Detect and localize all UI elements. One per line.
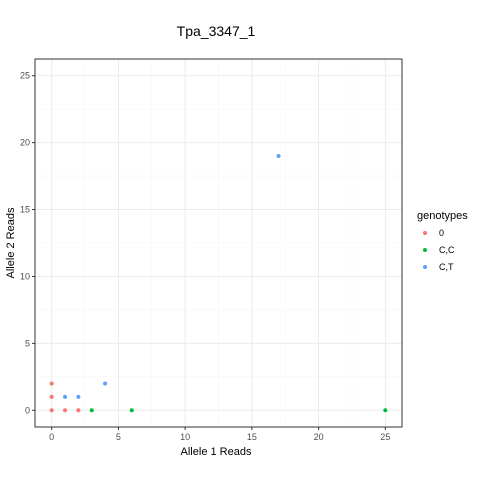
x-tick-label: 25 (380, 432, 390, 442)
legend: genotypes 0 C,C C,T (417, 210, 468, 272)
legend-label: 0 (439, 228, 444, 238)
legend-key (423, 248, 427, 252)
data-point (63, 394, 68, 399)
data-point (89, 408, 94, 413)
chart-title: Tpa_3347_1 (177, 23, 256, 39)
legend-title: genotypes (417, 210, 468, 222)
y-axis-title: Allele 2 Reads (5, 207, 17, 278)
data-point (103, 381, 108, 386)
legend-key (423, 231, 427, 235)
data-point (49, 394, 54, 399)
data-point (276, 154, 281, 159)
legend-key (423, 265, 427, 269)
y-tick-label: 15 (20, 205, 30, 215)
panel-border (34, 58, 403, 428)
x-tick-label: 10 (180, 432, 190, 442)
x-axis-title: Allele 1 Reads (181, 446, 252, 458)
data-point (63, 408, 68, 413)
x-tick-label: 20 (314, 432, 324, 442)
x-tick-label: 5 (116, 432, 121, 442)
data-point (383, 408, 388, 413)
y-tick-label: 0 (25, 405, 30, 415)
x-tick-label: 0 (49, 432, 54, 442)
y-tick-label: 20 (20, 138, 30, 148)
data-point (49, 408, 54, 413)
data-point (49, 381, 54, 386)
y-tick-label: 10 (20, 271, 30, 281)
legend-label: C,T (439, 262, 454, 272)
y-tick-label: 25 (20, 71, 30, 81)
data-point (76, 408, 81, 413)
x-tick-label: 15 (247, 432, 257, 442)
data-point (129, 408, 134, 413)
legend-label: C,C (439, 245, 455, 255)
data-point (76, 394, 81, 399)
plot-panel: 0 5 10 15 20 25 0 5 10 15 20 25 (20, 58, 403, 442)
y-tick-label: 5 (25, 338, 30, 348)
